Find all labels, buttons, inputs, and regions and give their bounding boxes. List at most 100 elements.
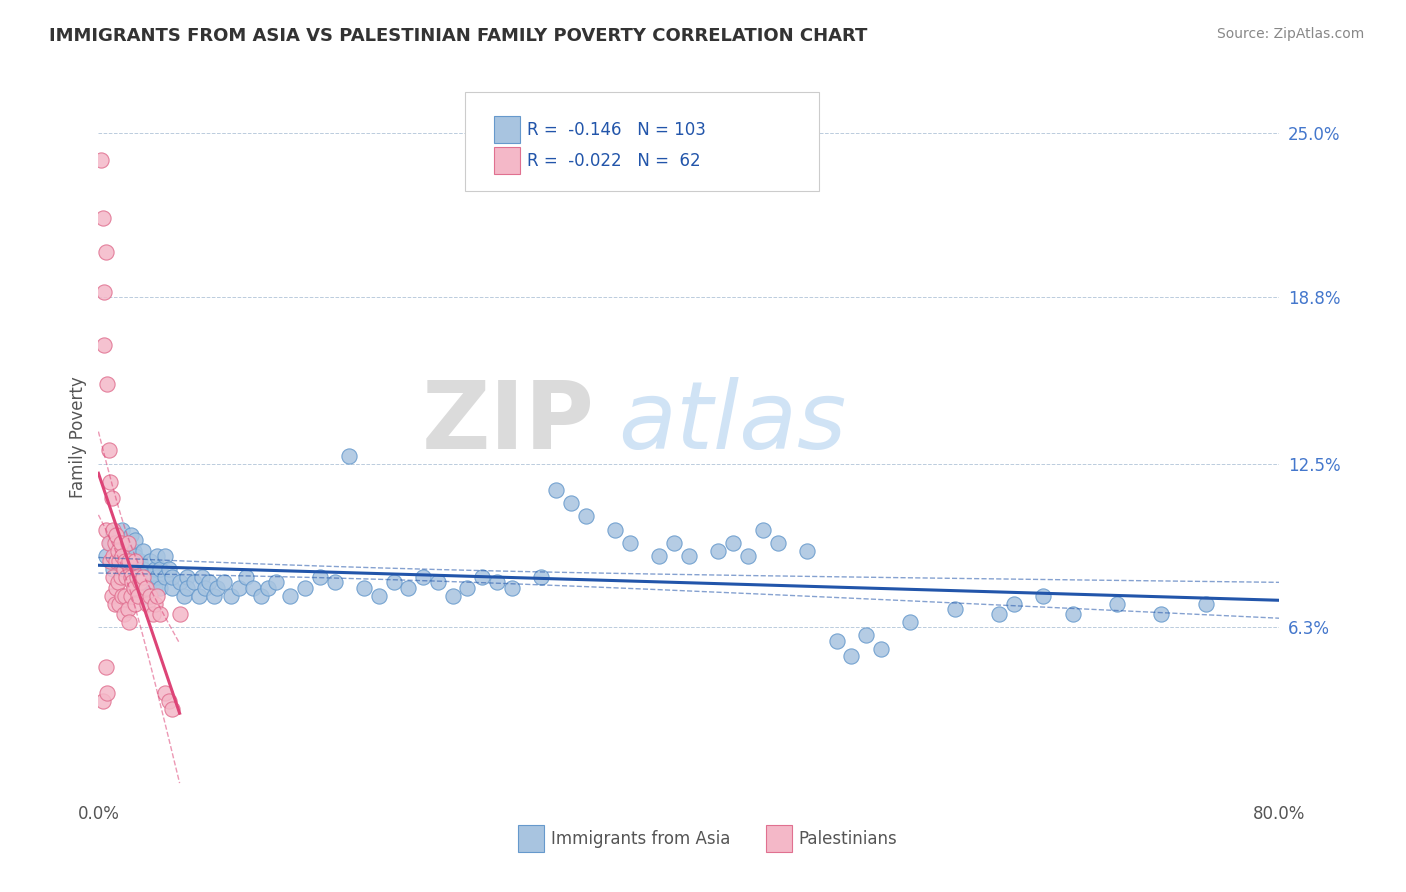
Point <box>619 536 641 550</box>
Point <box>110 554 132 568</box>
Point <box>135 589 157 603</box>
Point <box>91 694 114 708</box>
Point <box>723 536 745 550</box>
Point <box>796 543 818 558</box>
Point <box>153 570 176 584</box>
Point <box>149 607 172 622</box>
Point <box>900 615 922 629</box>
Point <box>146 549 169 563</box>
Point <box>110 536 132 550</box>
Point <box>368 589 391 603</box>
Text: ZIP: ZIP <box>422 376 595 469</box>
Point <box>427 575 450 590</box>
Point <box>1195 597 1218 611</box>
Point <box>104 536 127 550</box>
Point <box>766 536 789 550</box>
Point <box>176 581 198 595</box>
Point <box>176 570 198 584</box>
Point <box>118 554 141 568</box>
Point <box>162 570 183 584</box>
Point <box>146 570 169 584</box>
Point <box>169 607 191 622</box>
Point <box>103 528 125 542</box>
Point <box>678 549 700 563</box>
Point <box>157 562 180 576</box>
FancyBboxPatch shape <box>766 825 792 853</box>
Point <box>122 562 145 576</box>
Point <box>382 575 405 590</box>
Point <box>132 543 155 558</box>
Point <box>825 633 848 648</box>
Point <box>98 536 121 550</box>
Point <box>1062 607 1084 622</box>
Point <box>97 443 120 458</box>
Point <box>149 562 172 576</box>
Point <box>103 570 125 584</box>
Point <box>98 554 121 568</box>
Point <box>94 245 117 260</box>
Point <box>457 581 479 595</box>
Point <box>205 581 228 595</box>
Point <box>1107 597 1129 611</box>
Point <box>605 523 627 537</box>
Point <box>115 570 138 584</box>
Point <box>228 581 250 595</box>
Point <box>93 337 115 351</box>
Point <box>575 509 598 524</box>
Point <box>737 549 759 563</box>
Point <box>560 496 582 510</box>
Point <box>221 589 243 603</box>
Point <box>110 536 132 550</box>
Point <box>135 570 157 584</box>
Point <box>194 581 217 595</box>
Point <box>173 589 195 603</box>
Point <box>153 549 176 563</box>
Point <box>132 570 155 584</box>
Point <box>128 575 150 590</box>
Point <box>97 536 120 550</box>
Point <box>98 475 121 489</box>
Point <box>108 597 131 611</box>
Point <box>111 589 134 603</box>
Point <box>664 536 686 550</box>
Point <box>471 570 494 584</box>
Point <box>257 581 280 595</box>
FancyBboxPatch shape <box>517 825 544 853</box>
Point <box>530 570 553 584</box>
Point <box>242 581 264 595</box>
Point <box>202 589 225 603</box>
Point <box>124 554 146 568</box>
Point <box>128 554 150 568</box>
Point <box>1032 589 1054 603</box>
Point <box>146 589 169 603</box>
FancyBboxPatch shape <box>464 93 818 191</box>
Point <box>108 554 131 568</box>
Point <box>104 597 127 611</box>
Point <box>124 597 146 611</box>
Point <box>143 581 166 595</box>
Point <box>143 597 166 611</box>
Point <box>139 554 162 568</box>
Point <box>105 543 128 558</box>
Point <box>235 570 257 584</box>
Point <box>91 211 114 225</box>
Point <box>162 702 183 716</box>
Point <box>139 575 162 590</box>
Text: Palestinians: Palestinians <box>799 830 897 847</box>
Point <box>143 562 166 576</box>
Point <box>120 554 142 568</box>
Point <box>114 589 136 603</box>
Point <box>124 549 146 563</box>
Point <box>250 589 273 603</box>
Point <box>398 581 420 595</box>
Point <box>100 491 122 505</box>
Point <box>988 607 1011 622</box>
Point <box>139 589 162 603</box>
Point <box>142 607 165 622</box>
Text: IMMIGRANTS FROM ASIA VS PALESTINIAN FAMILY POVERTY CORRELATION CHART: IMMIGRANTS FROM ASIA VS PALESTINIAN FAMI… <box>49 27 868 45</box>
Point <box>943 602 966 616</box>
Point <box>112 562 135 576</box>
Point <box>120 528 142 542</box>
Point <box>125 570 148 584</box>
Point <box>122 581 145 595</box>
